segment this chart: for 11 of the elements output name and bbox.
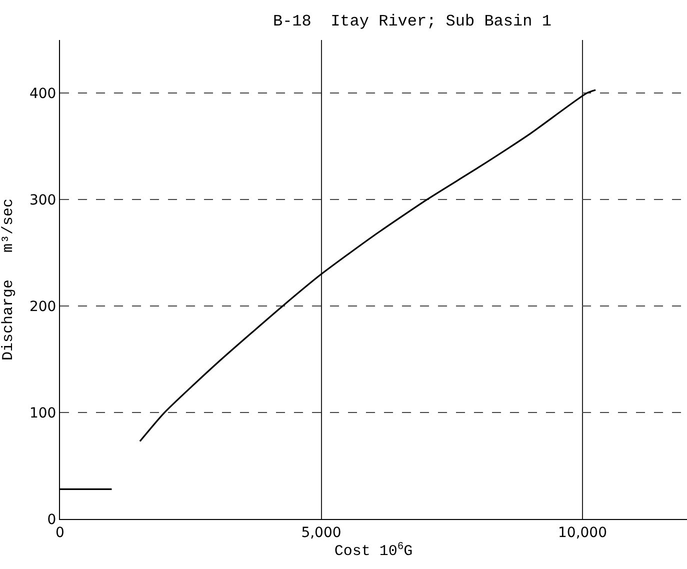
y-tick-label: 100 — [29, 405, 56, 422]
chart-title: B-18 Itay River; Sub Basin 1 — [272, 12, 552, 30]
line-series — [139, 89, 596, 442]
y-tick-label: 0 — [47, 512, 56, 528]
x-tick-label: 10,000 — [558, 524, 607, 541]
y-axis-title: Discharge m³/sec — [0, 198, 17, 361]
x-axis-title: Cost 10$^{6}$G — [334, 540, 413, 560]
y-tick-label: 400 — [29, 86, 56, 102]
x-tick-label: 5,000 — [301, 524, 342, 541]
y-tick-label: 300 — [29, 192, 56, 209]
y-tick-label: 200 — [29, 299, 56, 316]
